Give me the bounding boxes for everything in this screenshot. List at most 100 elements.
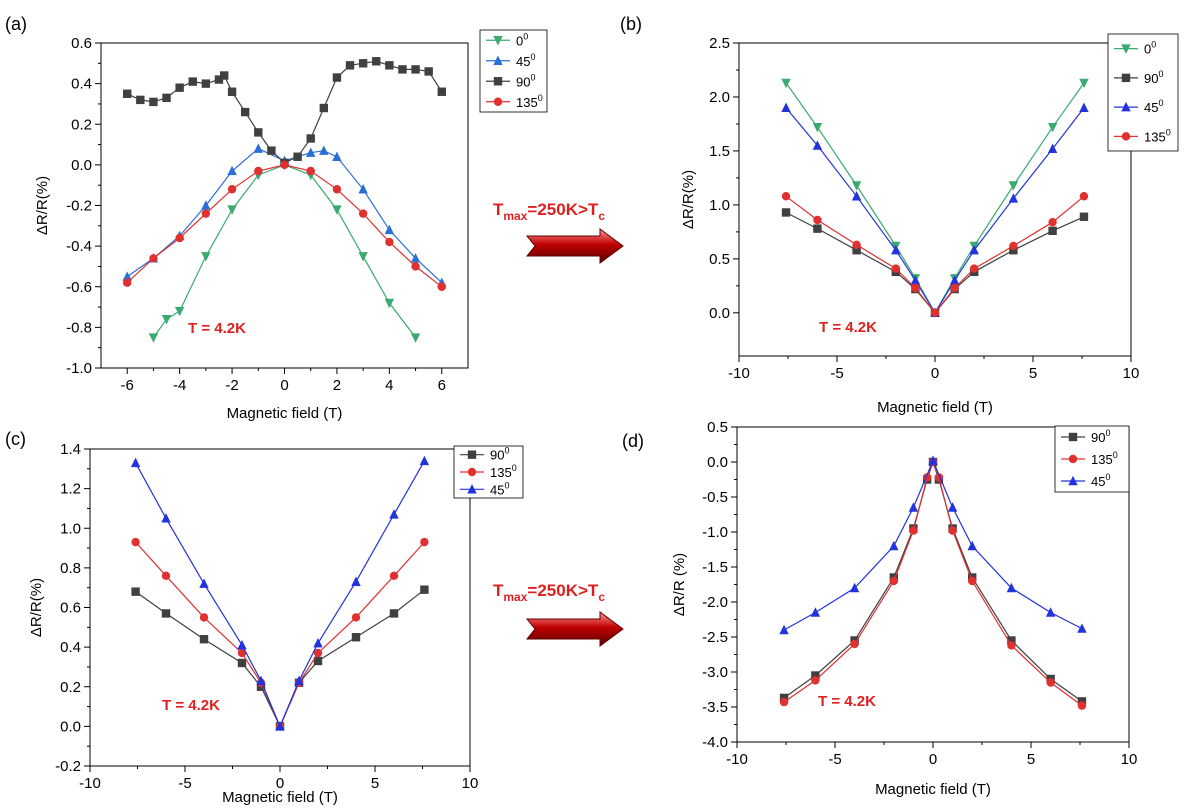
data-point — [162, 93, 171, 103]
legend-marker — [467, 484, 477, 494]
x-tick-label: -6 — [121, 377, 134, 394]
data-point — [410, 333, 421, 343]
data-point — [437, 282, 446, 291]
y-tick-label: -0.5 — [702, 489, 728, 506]
data-point — [148, 333, 159, 343]
x-tick-label: 4 — [385, 377, 393, 394]
data-point — [227, 87, 237, 96]
x-axis-title: Magnetic field (T) — [222, 789, 338, 806]
legend-label: 450 — [1144, 98, 1163, 115]
data-point — [237, 648, 247, 658]
x-tick-label: 0 — [276, 775, 284, 792]
x-tick-label: -5 — [828, 751, 841, 768]
data-point — [214, 75, 224, 84]
data-point — [1006, 582, 1017, 593]
legend-marker — [467, 450, 477, 459]
y-tick-label: 0.0 — [707, 454, 728, 471]
data-point — [950, 283, 959, 293]
data-point — [332, 73, 342, 82]
data-point — [949, 275, 960, 285]
data-point — [850, 639, 859, 649]
data-point — [1079, 78, 1089, 89]
data-point — [779, 697, 789, 707]
data-point — [911, 283, 920, 293]
y-axis-title: ΔR/R(%) — [680, 170, 697, 229]
data-point — [149, 254, 158, 263]
x-tick-label: 0 — [280, 377, 288, 394]
y-tick-label: 0.2 — [60, 679, 81, 696]
data-point — [254, 166, 263, 176]
legend-marker — [1068, 432, 1078, 442]
y-axis-title: ΔR/R(%) — [28, 578, 45, 637]
data-point — [275, 721, 285, 731]
legend-label: 1350 — [516, 93, 543, 110]
legend-box — [479, 29, 548, 113]
data-point — [389, 609, 399, 618]
transition-arrow-bottom: Tmax=250K>Tc — [493, 581, 624, 647]
x-tick-label: 2 — [333, 377, 341, 394]
data-point — [947, 502, 958, 512]
data-point — [358, 209, 368, 218]
data-point — [389, 571, 399, 580]
y-tick-label: -0.6 — [66, 279, 92, 296]
data-point — [1077, 623, 1087, 633]
y-tick-label: 1.5 — [709, 143, 730, 160]
data-point — [967, 540, 977, 551]
data-point — [149, 97, 158, 107]
data-point — [351, 613, 361, 622]
data-point — [227, 205, 237, 215]
data-point — [1046, 678, 1055, 687]
data-point — [351, 576, 361, 586]
transition-arrow-top: Tmax=250K>Tc — [493, 200, 624, 264]
data-point — [948, 526, 957, 535]
legend-label: 00 — [516, 31, 528, 48]
legend: 00 900 450 1350 — [1107, 33, 1179, 152]
x-axis-title: Magnetic field (T) — [875, 781, 991, 798]
data-point — [420, 585, 429, 594]
data-point — [313, 637, 323, 648]
data-point — [1047, 143, 1058, 153]
x-tick-label: 10 — [1121, 751, 1138, 768]
y-tick-label: 1.0 — [60, 520, 81, 537]
data-point — [253, 143, 263, 153]
data-point — [813, 215, 822, 225]
red-arrow-icon — [525, 228, 624, 264]
data-point — [812, 122, 823, 133]
data-point — [358, 59, 368, 68]
series-135 — [781, 192, 1089, 318]
data-point — [891, 264, 900, 273]
y-tick-label: -4.0 — [702, 734, 728, 751]
data-point — [384, 224, 395, 235]
legend-marker — [493, 97, 503, 106]
y-tick-label: 0.4 — [60, 639, 81, 656]
panel-label: (d) — [622, 431, 644, 451]
series-line — [785, 195, 1085, 314]
data-point — [175, 83, 184, 92]
data-point — [175, 233, 184, 243]
data-point — [201, 209, 211, 218]
x-tick-label: 6 — [438, 377, 446, 394]
data-point — [254, 128, 263, 137]
legend-marker — [1121, 132, 1131, 141]
data-point — [411, 65, 420, 74]
series-line — [783, 459, 1083, 631]
x-tick-label: 0 — [931, 365, 939, 382]
x-tick-label: -4 — [173, 377, 186, 394]
data-point — [968, 576, 977, 586]
x-tick-label: -10 — [79, 775, 101, 792]
plot-frame — [89, 448, 471, 767]
data-point — [420, 537, 429, 547]
series-45 — [781, 102, 1089, 318]
data-point — [227, 185, 237, 194]
x-tick-label: 5 — [1029, 365, 1037, 382]
data-point — [419, 455, 430, 466]
series-line — [785, 211, 1085, 314]
data-point — [969, 245, 979, 255]
legend-label: 1350 — [1144, 127, 1171, 144]
data-point — [389, 509, 399, 519]
y-tick-label: 0.4 — [71, 76, 92, 93]
data-point — [424, 67, 433, 76]
